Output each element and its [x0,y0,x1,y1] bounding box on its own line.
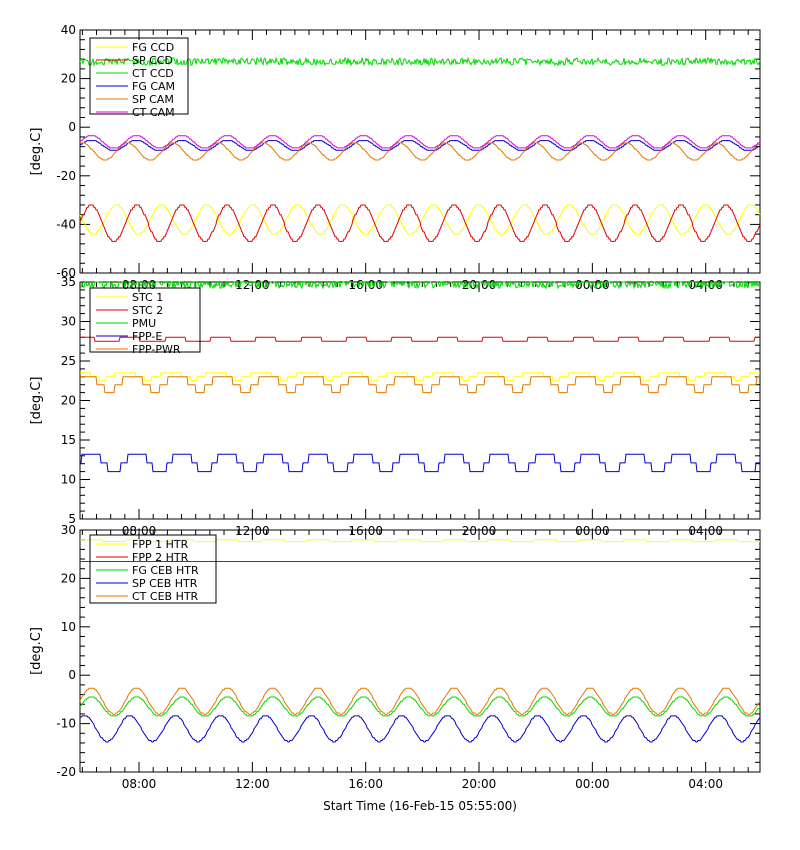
y-tick-label: 0 [68,120,76,134]
series-line-stc-1 [80,372,760,382]
legend-label: STC 2 [132,304,163,317]
y-tick-label: 30 [61,523,76,537]
y-axis-title: [deg.C] [29,377,44,425]
legend-label: CT CEB HTR [132,590,199,603]
series-line-ct-ccd [79,56,761,68]
plot-frame [79,281,761,520]
legend-label: CT CAM [132,106,175,119]
series-line-fpp-1-htr [80,539,760,543]
series-line-sp-cam [80,142,761,161]
series-line-stc-2 [80,336,760,342]
y-tick-label: 30 [61,315,76,329]
y-tick-label: 10 [61,620,76,634]
legend-label: PMU [132,317,156,330]
y-tick-label: 0 [68,668,76,682]
y-tick-label: 25 [61,354,76,368]
plot-frame [79,529,761,773]
x-tick-label: 16:00 [348,777,383,791]
series-line-ct-ceb-htr [79,687,761,715]
y-tick-label: -20 [56,765,76,779]
series-line-fpp-e [80,453,760,473]
series-line-sp-ccd [79,204,761,242]
x-tick-label: 00:00 [575,777,610,791]
series-line-fg-cam [79,140,761,151]
x-axis-title: Start Time (16-Feb-15 05:55:00) [323,799,517,813]
y-tick-label: 20 [61,394,76,408]
y-tick-label: -40 [56,217,76,231]
legend-box [89,534,217,604]
x-tick-label: 20:00 [462,777,497,791]
legend-box [89,287,201,353]
legend-box [89,37,189,115]
legend-label: FPP-E [132,330,162,343]
y-tick-label: 20 [61,72,76,86]
series-line-ct-cam [79,135,761,149]
series-line-fg-ccd [79,204,761,235]
legend-label: SP CEB HTR [132,577,198,590]
series-line-fpp-pwr [80,376,760,394]
x-tick-label: 08:00 [122,777,157,791]
legend-label: SP CCD [132,54,173,67]
legend-label: FPP-PWR [132,343,181,356]
legend-label: FG CAM [132,80,175,93]
legend-label: FPP 2 HTR [132,551,189,564]
x-tick-label: 04:00 [688,777,723,791]
legend-label: FG CCD [132,41,174,54]
series-line-sp-ceb-htr [80,715,761,743]
y-tick-label: 20 [61,571,76,585]
y-tick-label: -20 [56,169,76,183]
series-line-pmu [79,280,761,291]
y-tick-label: -10 [56,717,76,731]
series-line-fg-ceb-htr [79,696,761,717]
legend-label: STC 1 [132,291,163,304]
y-axis-title: [deg.C] [29,627,44,675]
y-tick-label: 5 [68,512,76,526]
chart-panel-heaters: -20 -10 0 10 20 30 [deg.C] 08:00 12:00 16:00 20:00… [29,523,761,791]
plot-frame [79,29,761,274]
y-axis-title: [deg.C] [29,128,44,176]
y-tick-label: 15 [61,433,76,447]
y-tick-label: 10 [61,473,76,487]
y-tick-label: -60 [56,266,76,280]
legend-label: CT CCD [132,67,174,80]
legend-label: SP CAM [132,93,174,106]
x-tick-label: 12:00 [235,777,270,791]
y-tick-label: 40 [61,23,76,37]
legend-label: FG CEB HTR [132,564,199,577]
legend-label: FPP 1 HTR [132,538,189,551]
y-tick-label: 35 [61,275,76,289]
